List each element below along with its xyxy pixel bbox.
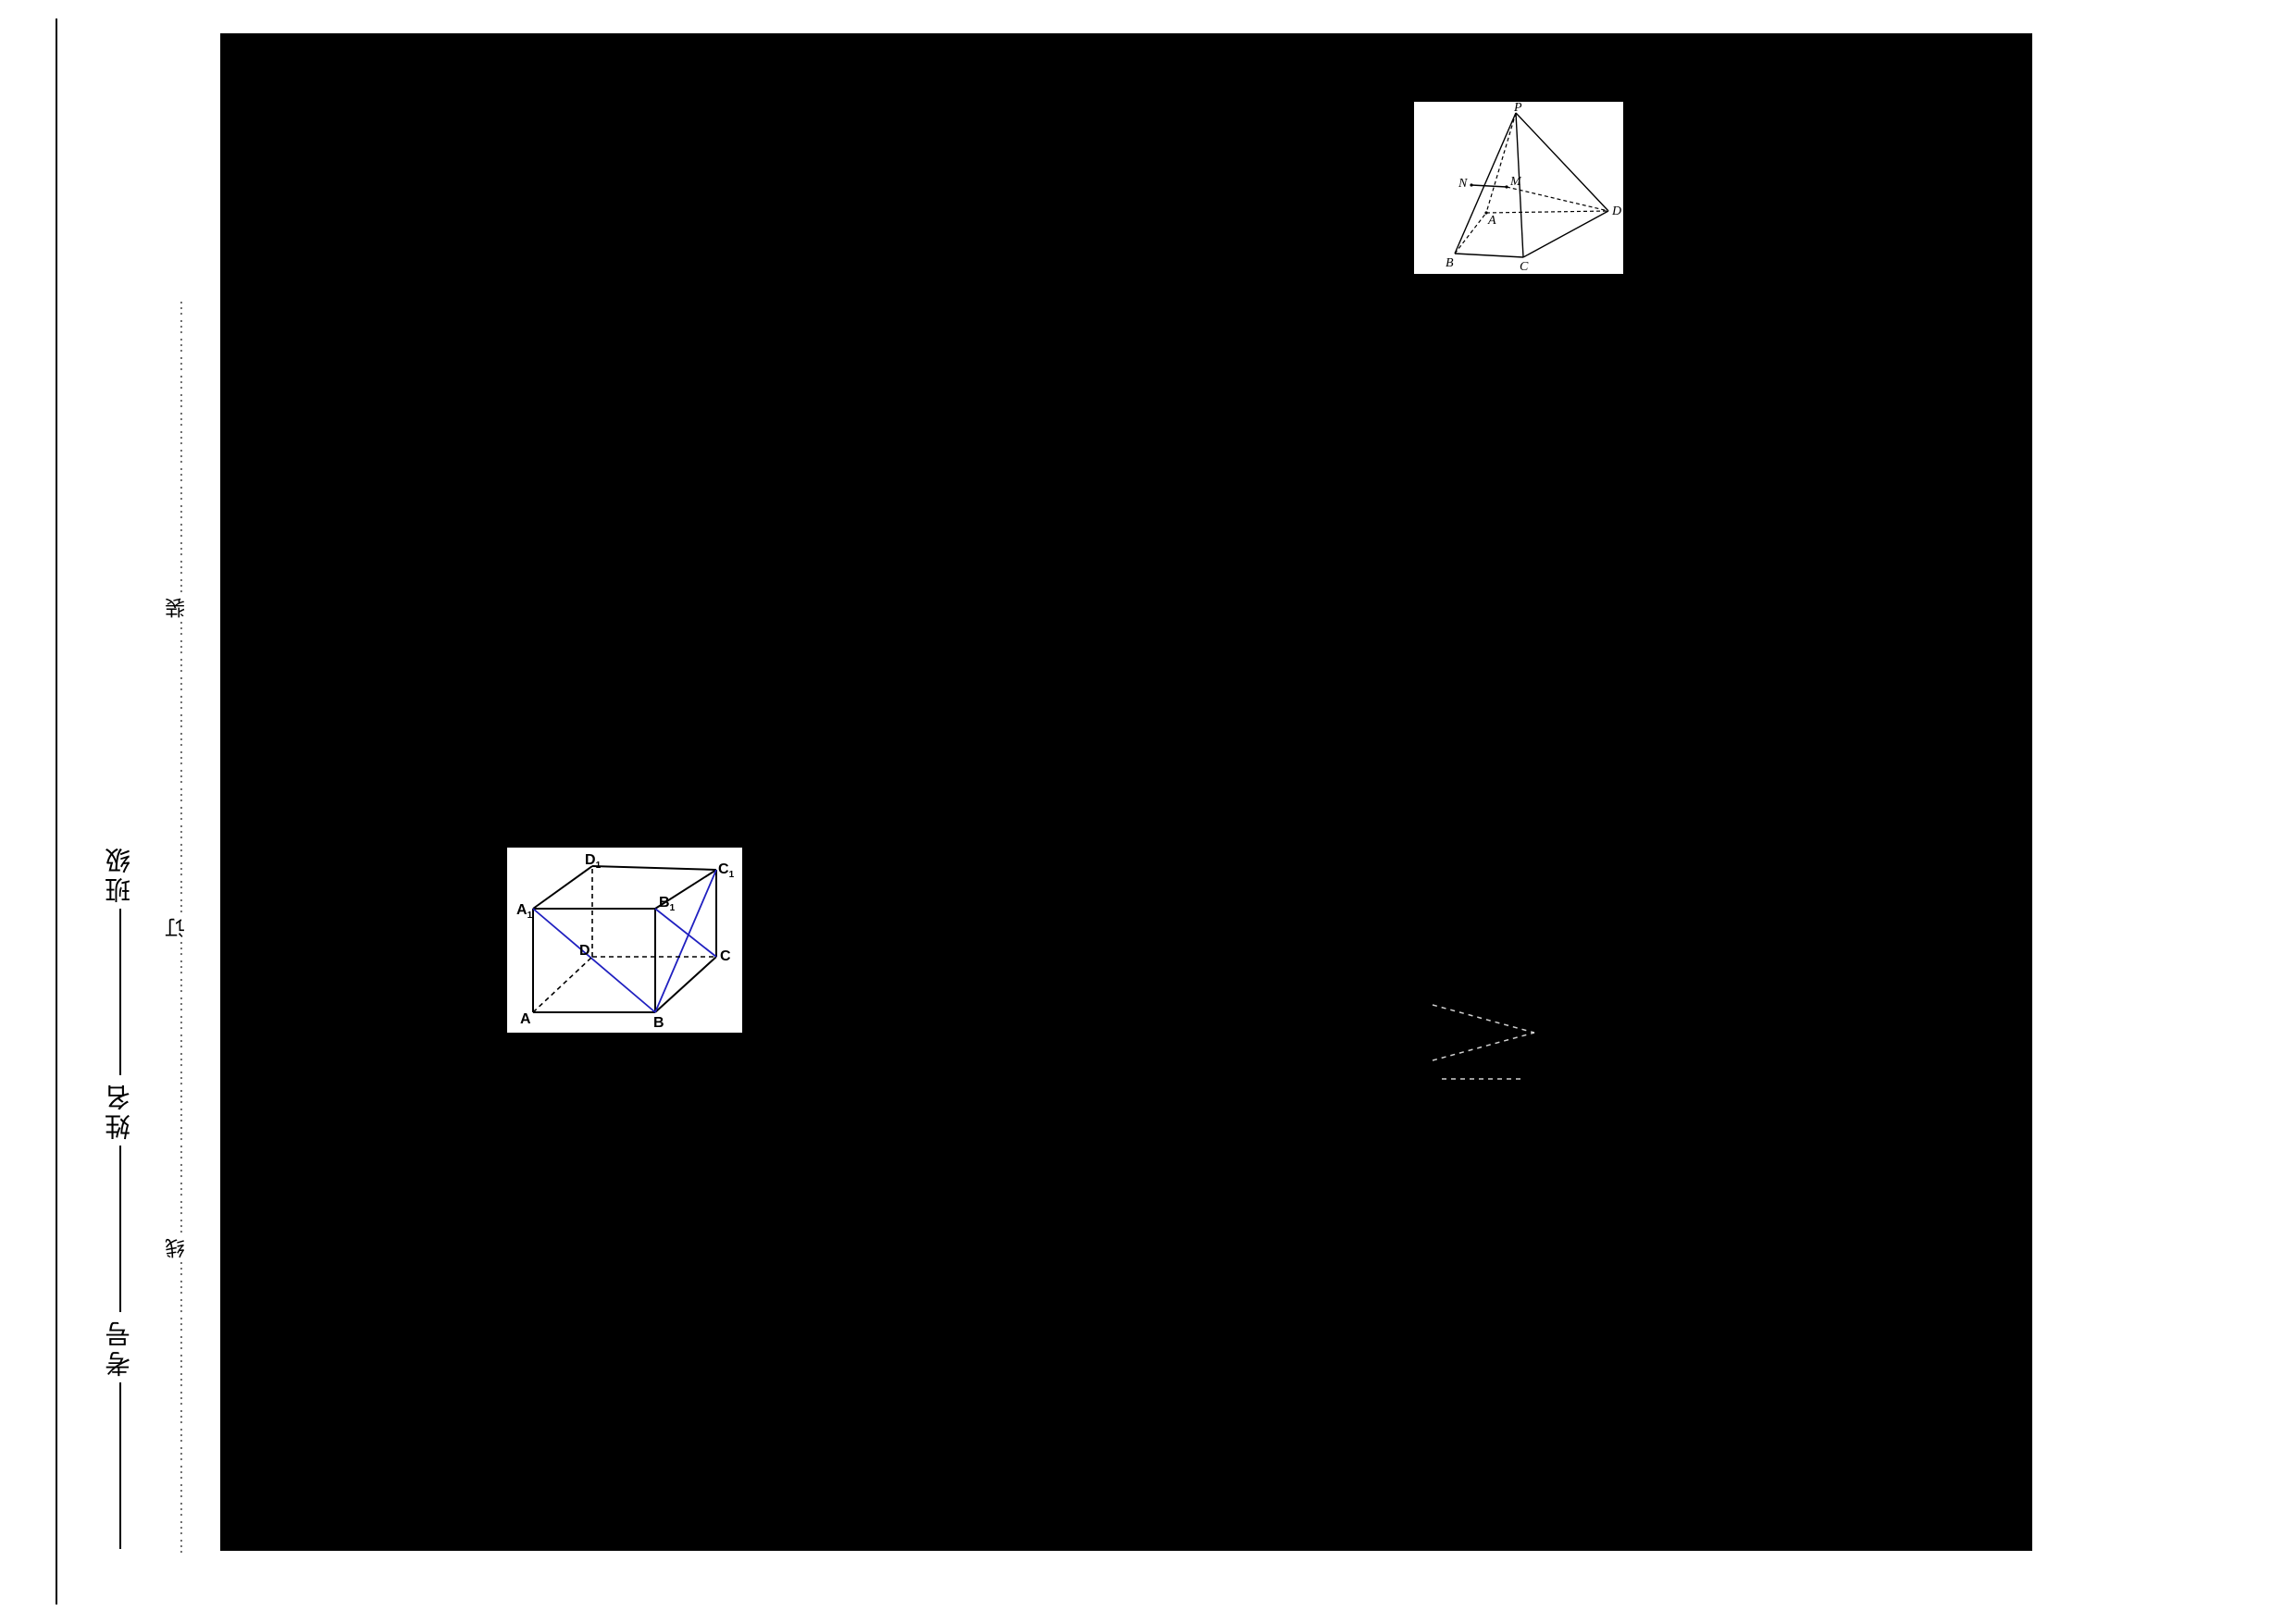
label-name: 姓名 bbox=[102, 1081, 139, 1140]
dots-seg: ………… bbox=[168, 372, 187, 446]
dots-seg: ………… bbox=[168, 1258, 187, 1332]
dots-seg: ………… bbox=[168, 298, 187, 372]
label-exam-no: 考号 bbox=[102, 1318, 139, 1377]
label-M: M bbox=[1509, 175, 1522, 189]
binding-char-xian: 线 bbox=[162, 1234, 192, 1258]
label-A1: A1 bbox=[516, 902, 533, 921]
label-C: C bbox=[1520, 260, 1529, 274]
dots-seg: ………… bbox=[168, 1086, 187, 1160]
angle-svg bbox=[1423, 968, 1553, 1097]
dots-seg: ………… bbox=[168, 1406, 187, 1481]
label-A: A bbox=[1487, 214, 1496, 228]
dots-seg: ………… bbox=[168, 766, 187, 840]
dots-seg: ………… bbox=[168, 446, 187, 520]
dots-seg: ………… bbox=[168, 618, 187, 692]
label-class: 班级 bbox=[102, 844, 139, 903]
underline-class bbox=[119, 909, 121, 1075]
label-C1: C1 bbox=[718, 861, 735, 880]
page-divider bbox=[56, 19, 57, 1604]
binding-char-ding: 订 bbox=[162, 914, 192, 938]
cube-svg: A B C D A1 B1 C1 D1 bbox=[507, 848, 742, 1033]
angle-mark bbox=[1423, 968, 1553, 1097]
dots-seg: ………… bbox=[168, 840, 187, 914]
label-D: D bbox=[1611, 204, 1621, 218]
underline-name bbox=[119, 1146, 121, 1312]
dots-seg: ………… bbox=[168, 938, 187, 1012]
label-D: D bbox=[579, 943, 590, 959]
binding-labels-column: 班级 姓名 考号 bbox=[102, 74, 139, 1555]
pyramid-svg: P N M A B C D bbox=[1414, 102, 1623, 274]
label-D1: D1 bbox=[585, 852, 602, 871]
label-B: B bbox=[653, 1015, 664, 1031]
label-C: C bbox=[720, 948, 731, 964]
figure-pyramid: P N M A B C D bbox=[1414, 102, 1623, 274]
dots-seg: ………… bbox=[168, 692, 187, 766]
dots-seg: ………… bbox=[168, 1160, 187, 1234]
content-black-block: P N M A B C D bbox=[220, 33, 2032, 1551]
label-B: B bbox=[1446, 256, 1454, 270]
dots-seg: ………… bbox=[168, 1481, 187, 1555]
label-N: N bbox=[1458, 177, 1468, 191]
binding-char-zhuang: 装 bbox=[162, 594, 192, 618]
underline-exam-no bbox=[119, 1382, 121, 1549]
dots-seg: ………… bbox=[168, 1332, 187, 1406]
label-P: P bbox=[1513, 102, 1522, 115]
label-A: A bbox=[520, 1011, 531, 1027]
dots-seg: ………… bbox=[168, 1012, 187, 1086]
binding-dots-column: ………… ………… ………… ………… 装 ………… ………… ………… ………… bbox=[162, 74, 192, 1555]
figure-cube: A B C D A1 B1 C1 D1 bbox=[507, 848, 742, 1033]
dots-seg: ………… bbox=[168, 520, 187, 594]
